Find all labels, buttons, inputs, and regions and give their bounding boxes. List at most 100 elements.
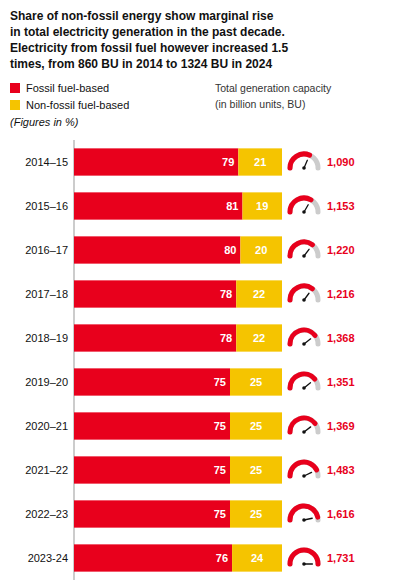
chart: Share of non-fossil energy show marginal… [0,0,396,588]
gauge-track [290,198,318,212]
gauge-label: 1,153 [327,200,355,212]
data-label: 79 [222,156,234,168]
data-label: 25 [250,464,262,476]
bar [230,412,282,439]
data-label: 78 [220,288,232,300]
gauge [290,462,318,478]
bar [238,148,282,175]
legend-entry: Fossil fuel-based [26,82,109,94]
bars [74,148,282,571]
bar [74,148,238,175]
data-label: 75 [214,420,226,432]
gauge [290,330,318,346]
gauge [290,550,318,566]
gauge-track [290,374,318,388]
bar [240,236,282,263]
gauge-hub [302,474,306,478]
bar [74,500,230,527]
bar [74,236,240,263]
gauge-hub [302,342,306,346]
data-label: 25 [250,508,262,520]
category-label: 2020–21 [25,420,68,432]
legend-swatch [10,83,20,93]
gauge-track [290,286,318,300]
gauge-hub [302,430,306,434]
gauge-track [290,506,318,520]
gauge-label: 1,368 [327,332,355,344]
data-label: 76 [216,552,228,564]
bar [74,412,230,439]
gauge-arc [290,286,312,300]
category-label: 2015–16 [25,200,68,212]
gauge [290,242,318,258]
data-label: 22 [253,288,265,300]
bar [230,456,282,483]
gauge-arc [290,506,318,520]
gauge-hub [302,254,306,258]
bar [74,544,232,571]
gauge-hub [302,518,306,522]
gauge-label: 1,090 [327,156,355,168]
data-label: 75 [214,508,226,520]
category-label: 2022–23 [25,508,68,520]
gauge-track [290,154,318,168]
bar [74,280,236,307]
category-label: 2017–18 [25,288,68,300]
data-label: 78 [220,332,232,344]
gauge-arc [290,418,315,432]
gauge-label: 1,731 [327,552,355,564]
gauge [290,198,318,214]
gauge-hub [302,386,306,390]
gauge-hub [302,298,306,302]
gauge-label: 1,220 [327,244,355,256]
data-label: 25 [250,376,262,388]
data-label: 75 [214,376,226,388]
data-label: 20 [255,244,267,256]
gauge-track [290,418,318,432]
data-label: 22 [253,332,265,344]
legend-swatch [10,100,20,110]
gauge-arc [290,198,311,212]
labels: 2014–1579212015–1681192016–1780202017–18… [25,156,268,564]
gauge [290,154,318,170]
category-label: 2019–20 [25,376,68,388]
bar [230,500,282,527]
category-label: 2021–22 [25,464,68,476]
bar [242,192,282,219]
gauge-arc [290,242,312,256]
data-label: 21 [254,156,266,168]
annotation: (Figures in %) [10,116,79,128]
gauge-track [290,242,318,256]
bar [74,192,242,219]
category-label: 2016–17 [25,244,68,256]
category-label: 2018–19 [25,332,68,344]
bar [74,456,230,483]
gauge [290,286,318,302]
bar [230,368,282,395]
data-label: 19 [256,200,268,212]
gauge-arc [290,330,315,344]
title: Share of non-fossil energy show marginal… [10,9,288,71]
gauge-label: 1,216 [327,288,355,300]
data-label: 81 [226,200,238,212]
data-label: 25 [250,420,262,432]
category-label: 2023-24 [28,552,68,564]
gauge [290,418,318,434]
data-label: 24 [251,552,264,564]
bar [232,544,282,571]
data-label: 80 [224,244,236,256]
gauge-arc [290,154,310,168]
gauge-hub [302,166,306,170]
gauge-arc [290,374,315,388]
bar [236,280,282,307]
bar [74,368,230,395]
gauge-hub [302,562,306,566]
bar [236,324,282,351]
gauge-track [290,550,318,564]
gauge-title: Total generation capacity(in billion uni… [215,82,332,110]
gauge [290,374,318,390]
gauge-label: 1,369 [327,420,355,432]
legend-entry: Non-fossil fuel-based [26,99,129,111]
gauge-label: 1,483 [327,464,355,476]
gauge-arc [290,462,317,476]
